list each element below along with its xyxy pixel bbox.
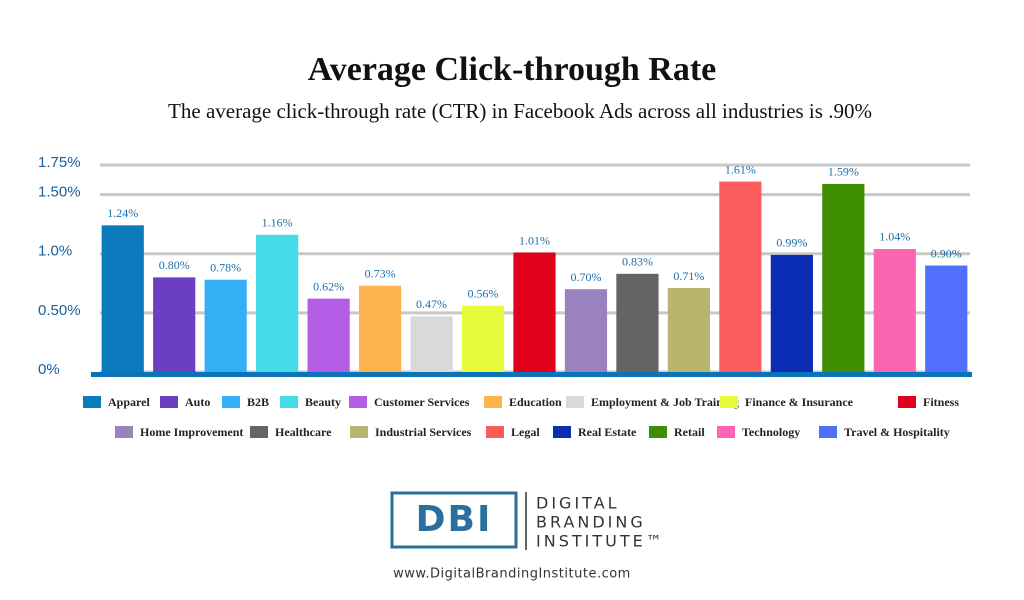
legend-swatch: [160, 396, 178, 408]
value-label: 0.71%: [673, 269, 704, 283]
legend-swatch: [83, 396, 101, 408]
legend-label: Customer Services: [374, 395, 470, 409]
legend-swatch: [350, 426, 368, 438]
y-tick-label: 1.75%: [38, 154, 81, 171]
y-tick-label: 1.50%: [38, 184, 81, 201]
legend-label: Apparel: [108, 395, 150, 409]
legend-swatch: [898, 396, 916, 408]
legend-label: Retail: [674, 425, 705, 439]
chart-title: Average Click-through Rate: [308, 51, 717, 88]
bar: [925, 265, 968, 372]
y-tick-label: 0.50%: [38, 302, 81, 319]
brand-line: DIGITAL: [536, 494, 620, 513]
legend-label: Legal: [511, 425, 540, 439]
x-axis-baseline: [91, 372, 972, 377]
brand-line: BRANDING: [536, 513, 646, 532]
logo-frame: [390, 491, 518, 549]
value-label: 0.80%: [159, 258, 190, 272]
bar: [667, 288, 711, 372]
legend-label: Employment & Job Training: [591, 395, 739, 409]
value-label: 1.16%: [262, 216, 293, 230]
legend-label: Fitness: [923, 395, 959, 409]
value-label: 0.47%: [416, 297, 447, 311]
bar: [719, 181, 762, 372]
bar: [256, 234, 299, 372]
logo-text: DBI: [416, 499, 493, 540]
value-label: 1.01%: [519, 233, 550, 247]
legend-swatch: [717, 426, 735, 438]
legend-label: Technology: [742, 425, 800, 439]
legend-label: Beauty: [305, 395, 341, 409]
bar: [564, 289, 608, 372]
bar: [204, 279, 247, 372]
legend-swatch: [280, 396, 298, 408]
legend-swatch: [553, 426, 571, 438]
value-label: 0.90%: [931, 246, 962, 260]
legend-label: Travel & Hospitality: [844, 425, 950, 439]
value-label: 0.73%: [365, 266, 396, 280]
y-tick-label: 0%: [38, 361, 60, 378]
website-url: www.DigitalBrandingInstitute.com: [393, 567, 631, 582]
bar: [410, 316, 453, 372]
legend-label: Healthcare: [275, 425, 332, 439]
bar: [770, 254, 813, 372]
bar: [616, 273, 659, 372]
brand-line: INSTITUTE™: [536, 532, 665, 551]
legend-label: Finance & Insurance: [745, 395, 854, 409]
legend-label: Home Improvement: [140, 425, 243, 439]
legend-swatch: [819, 426, 837, 438]
bar: [307, 298, 350, 372]
bar: [101, 225, 144, 372]
legend-swatch: [349, 396, 367, 408]
legend-swatch: [250, 426, 268, 438]
value-label: 0.99%: [776, 236, 807, 250]
legend-swatch: [222, 396, 240, 408]
value-label: 1.04%: [879, 230, 910, 244]
legend-swatch: [486, 426, 504, 438]
legend-label: Education: [509, 395, 562, 409]
value-label: 1.59%: [828, 165, 859, 179]
legend-swatch: [649, 426, 667, 438]
legend-label: Real Estate: [578, 425, 637, 439]
legend-swatch: [720, 396, 738, 408]
value-label: 0.78%: [210, 260, 241, 274]
value-label: 0.70%: [570, 270, 601, 284]
value-label: 0.56%: [468, 287, 499, 301]
value-label: 0.83%: [622, 255, 653, 269]
legend-swatch: [484, 396, 502, 408]
legend-swatch: [566, 396, 584, 408]
bar: [513, 252, 556, 372]
bar: [461, 305, 505, 372]
legend-label: B2B: [247, 395, 269, 409]
logo: DBI DIGITAL BRANDING INSTITUTE™: [390, 491, 665, 551]
value-label: 1.24%: [107, 206, 138, 220]
legend-swatch: [115, 426, 133, 438]
value-label: 0.62%: [313, 279, 344, 293]
y-tick-label: 1.0%: [38, 243, 72, 260]
bar: [358, 285, 402, 372]
legend-label: Industrial Services: [375, 425, 472, 439]
legend-label: Auto: [185, 395, 210, 409]
bar: [153, 277, 196, 372]
bar: [822, 183, 865, 372]
value-label: 1.61%: [725, 162, 756, 176]
chart-subtitle: The average click-through rate (CTR) in …: [168, 99, 872, 123]
bar: [873, 248, 916, 372]
